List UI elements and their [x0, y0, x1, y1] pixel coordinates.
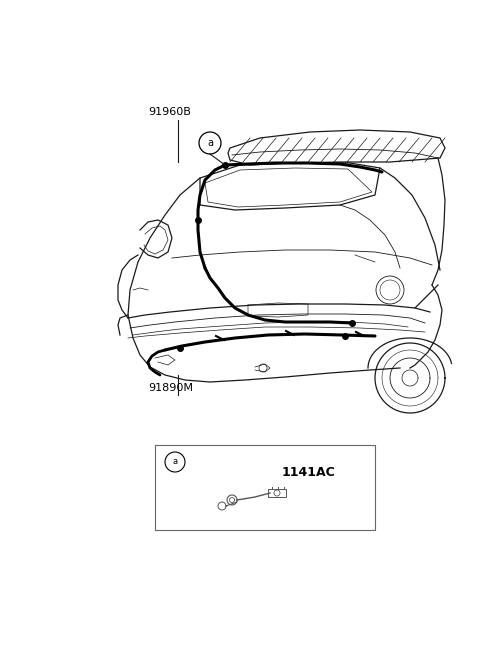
- Bar: [268, 489, 286, 497]
- Text: 91890M: 91890M: [148, 383, 193, 393]
- Text: 91960B: 91960B: [148, 107, 191, 117]
- Text: a: a: [172, 457, 178, 466]
- Bar: [155, 445, 375, 530]
- Text: 1141AC: 1141AC: [282, 466, 336, 479]
- Text: a: a: [207, 138, 213, 148]
